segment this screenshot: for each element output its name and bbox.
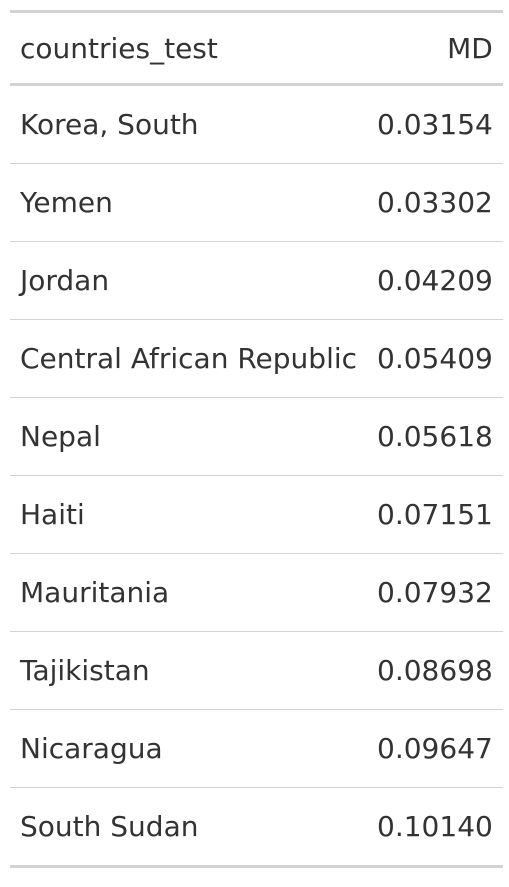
country-cell: Nicaragua xyxy=(10,709,368,788)
country-cell: Haiti xyxy=(10,475,368,554)
country-cell: Mauritania xyxy=(10,553,368,632)
country-cell: Central African Republic xyxy=(10,319,368,398)
column-header-countries[interactable]: countries_test xyxy=(10,11,368,86)
md-cell: 0.03302 xyxy=(367,163,503,242)
column-header-md[interactable]: MD xyxy=(367,11,503,86)
table-body: Korea, South 0.03154 Yemen 0.03302 Jorda… xyxy=(10,85,503,867)
md-cell: 0.03154 xyxy=(377,108,493,141)
country-cell: Korea, South xyxy=(20,108,199,141)
table-row: Jordan 0.04209 xyxy=(10,241,503,320)
md-cell: 0.04209 xyxy=(367,241,503,320)
table-row: Nepal 0.05618 xyxy=(10,397,503,476)
country-cell: Nepal xyxy=(10,397,368,476)
table-row: Tajikistan 0.08698 xyxy=(10,631,503,710)
table-row: Korea, South 0.03154 xyxy=(10,85,503,164)
data-table: countries_test MD Korea, South 0.03154 Y… xyxy=(10,10,503,868)
country-cell: Yemen xyxy=(10,163,368,242)
table-row: Central African Republic 0.05409 xyxy=(10,319,503,398)
header-row: countries_test MD xyxy=(10,11,503,86)
table-row: Yemen 0.03302 xyxy=(10,163,503,242)
md-cell: 0.10140 xyxy=(367,787,503,867)
country-cell: Tajikistan xyxy=(10,631,368,710)
md-cell: 0.07932 xyxy=(367,553,503,632)
md-cell: 0.05618 xyxy=(367,397,503,476)
table-header: countries_test MD xyxy=(10,11,503,86)
md-cell: 0.09647 xyxy=(367,709,503,788)
data-table-container: countries_test MD Korea, South 0.03154 Y… xyxy=(10,10,503,868)
md-cell: 0.07151 xyxy=(367,475,503,554)
table-row: Mauritania 0.07932 xyxy=(10,553,503,632)
country-cell: South Sudan xyxy=(10,787,368,867)
country-cell: Jordan xyxy=(10,241,368,320)
table-row: South Sudan 0.10140 xyxy=(10,787,503,867)
table-row: Haiti 0.07151 xyxy=(10,475,503,554)
table-row: Nicaragua 0.09647 xyxy=(10,709,503,788)
md-cell: 0.08698 xyxy=(367,631,503,710)
md-cell: 0.05409 xyxy=(367,319,503,398)
